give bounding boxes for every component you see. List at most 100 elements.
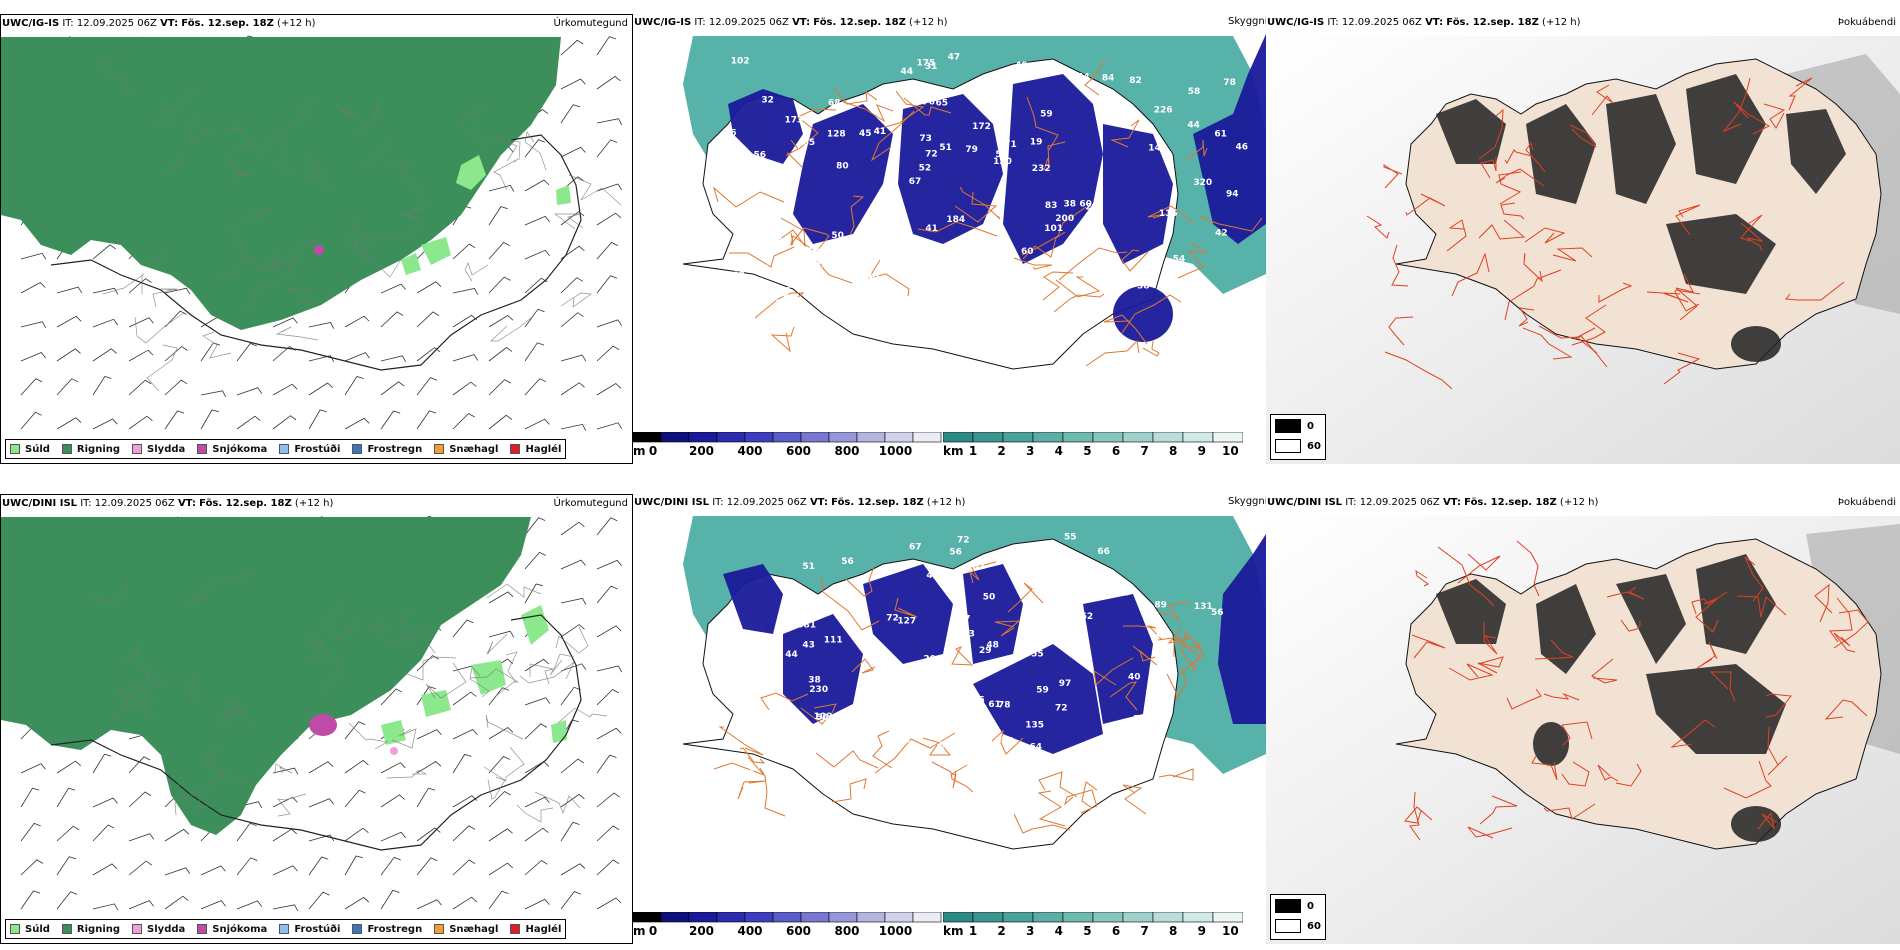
road-line [1552, 247, 1593, 262]
road-line [820, 576, 880, 631]
wind-barb [92, 903, 119, 911]
wind-barb [524, 860, 548, 876]
road-line [872, 730, 893, 769]
cloud-base-label: 76 [782, 740, 795, 750]
wind-barb [596, 559, 622, 570]
wind-barb [128, 860, 153, 876]
legend-label: Frostúði [294, 443, 341, 455]
cloud-base-label: 84 [1102, 74, 1115, 84]
wind-barb [308, 382, 333, 396]
cloud-base-label: 39 [722, 666, 735, 676]
cloud-base-label: 80 [836, 162, 849, 172]
road-line [1495, 168, 1545, 187]
colorbar-tick: 200 [688, 444, 715, 458]
road-line [219, 698, 247, 729]
wind-barb [596, 275, 618, 294]
cloud-base-label: 144 [753, 238, 772, 248]
wind-barb [380, 831, 406, 842]
model-name: UWC/DINI ISL [634, 497, 710, 508]
road-line [152, 288, 179, 308]
road-line [1571, 304, 1607, 346]
cloud-base-label: 49 [1015, 61, 1028, 71]
fog-dark-areas [1436, 74, 1846, 362]
road-line [790, 232, 814, 251]
sleet-spot [390, 747, 398, 755]
wind-barb [596, 183, 623, 192]
road-line [1183, 629, 1204, 651]
wind-barb [524, 378, 547, 396]
wind-barb [416, 787, 436, 808]
road-line [220, 258, 254, 279]
colorbar-tick: 7 [1140, 444, 1149, 458]
road-line [495, 746, 525, 782]
legend-swatch [352, 444, 363, 454]
wind-barb [308, 409, 327, 430]
cloud-base-label: 131 [1194, 602, 1213, 612]
road-line [894, 597, 918, 618]
vt-label: VT: [809, 497, 828, 508]
road-line [148, 252, 164, 265]
wind-barb [164, 287, 191, 295]
cloud-base-label: 40 [1128, 673, 1141, 683]
cloud-base-unit: m [633, 924, 646, 938]
road-line [903, 97, 952, 116]
wind-barb [128, 278, 152, 294]
colorbar-tick: 1 [968, 444, 978, 458]
cloud-base-label: 200 [1055, 214, 1074, 224]
road-line [994, 620, 1021, 637]
wind-barb [128, 379, 152, 396]
road-line [1026, 96, 1059, 151]
visibility-swatches [943, 912, 1243, 923]
cloud-base-label: 68 [732, 271, 745, 281]
cloud-base-label: 97 [1059, 679, 1072, 689]
cloud-base-label: 173 [785, 116, 804, 126]
road-line [1785, 281, 1845, 301]
wind-barb [488, 414, 513, 430]
road-line [1480, 157, 1497, 179]
panel-header: UWC/IG-IS IT: 12.09.2025 06Z VT: Fös. 12… [1267, 16, 1896, 30]
rain-area [1, 517, 531, 835]
cloud-base-label: 82 [1129, 76, 1142, 86]
wind-barb [560, 382, 585, 396]
wind-barb [488, 242, 511, 260]
road-line [1824, 699, 1868, 720]
road-line [1132, 645, 1158, 666]
road-line [1765, 693, 1792, 718]
road-line [469, 666, 490, 698]
wind-barb [524, 139, 546, 158]
road-line [1121, 294, 1182, 334]
road-line [215, 711, 257, 730]
cloud-base-label: 58 [1137, 282, 1150, 292]
road-line [1147, 205, 1195, 224]
road-line [529, 663, 554, 685]
wind-barb [272, 828, 298, 842]
cloud-base-label: 74 [721, 648, 734, 658]
wind-barb [524, 723, 548, 740]
wind-barb [236, 342, 257, 362]
road-line [486, 583, 542, 599]
wind-barb [236, 900, 263, 910]
colorbar-tick: 1000 [878, 924, 913, 938]
road-line [1037, 790, 1066, 827]
road-line [202, 748, 250, 785]
panel-header: UWC/DINI ISL IT: 12.09.2025 06Z VT: Fös.… [2, 497, 628, 511]
wind-barb [560, 891, 581, 910]
road-line [790, 227, 830, 252]
road-network [90, 570, 608, 823]
legend-swatch [10, 924, 20, 934]
cloud-base-label: 101 [1044, 224, 1063, 234]
cloud-base-label: 381 [797, 620, 816, 630]
road-line [425, 662, 467, 699]
road-line [1504, 269, 1562, 321]
wind-barb [272, 796, 298, 808]
road-line [402, 625, 436, 654]
road-line [124, 645, 151, 679]
wind-barb [344, 315, 370, 328]
wind-barb [560, 686, 581, 706]
road-line [1080, 781, 1098, 814]
vt-value: Fös. 12.sep. 18Z [1446, 17, 1539, 28]
wind-barb [272, 904, 299, 912]
cloud-base-label: 56 [841, 557, 854, 567]
model-name: UWC/DINI ISL [2, 498, 78, 509]
cloud-base-label: 78 [1223, 78, 1236, 88]
